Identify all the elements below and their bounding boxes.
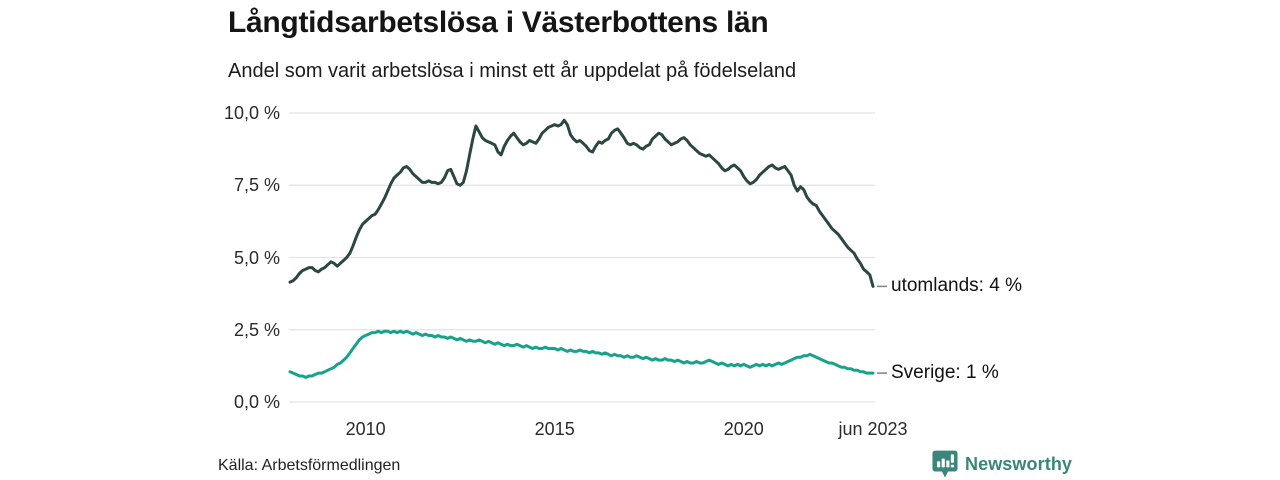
line-utomlands <box>288 118 875 288</box>
chart-title: Långtidsarbetslösa i Västerbottens län <box>228 6 769 39</box>
newsworthy-wordmark: Newsworthy <box>965 454 1073 474</box>
x-tick-label: jun 2023 <box>838 419 908 439</box>
y-tick-label: 7,5 % <box>233 175 280 196</box>
series-end-label-sverige: Sverige: 1 % <box>891 362 999 384</box>
newsworthy-logo-icon <box>932 450 958 479</box>
y-tick-label: 0,0 % <box>233 392 280 412</box>
y-tick-label: 2,5 % <box>233 319 280 340</box>
source-note: Källa: Arbetsförmedlingen <box>218 457 401 474</box>
newsworthy-brand: Newsworthy <box>932 450 1072 479</box>
chart-subtitle: Andel som varit arbetslösa i minst ett å… <box>228 60 797 82</box>
series-end-label-utomlands: utomlands: 4 % <box>891 275 1022 297</box>
line-sverige <box>288 329 875 379</box>
x-tick-label: 2020 <box>723 419 764 439</box>
y-tick-label: 5,0 % <box>233 247 280 268</box>
x-tick-label: 2015 <box>534 419 575 439</box>
y-tick-label: 10,0 % <box>223 103 280 123</box>
x-tick-label: 2010 <box>345 419 386 439</box>
